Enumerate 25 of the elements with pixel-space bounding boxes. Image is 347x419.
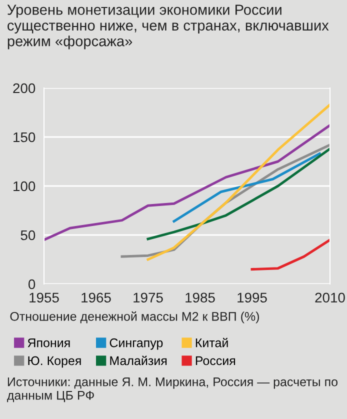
x-tick-label: 1965 [82, 292, 111, 303]
legend-label: Ю. Корея [28, 356, 81, 368]
legend-label: Малайзия [110, 356, 167, 366]
legend-label: Китай [196, 338, 228, 348]
chart-title: Уровень монетизации экономики России существенно ниже, чем в странах, включавших режим «форсажа» [7, 4, 329, 50]
line-series [146, 148, 330, 240]
line-series [44, 124, 330, 242]
y-tick-label: 150 [14, 132, 36, 142]
line-series [172, 152, 321, 223]
x-tick-label: 1975 [134, 292, 163, 303]
line-series [250, 238, 330, 271]
line-series [146, 103, 330, 261]
x-axis-title: Отношение денежной массы М2 к ВВП (%) [10, 311, 259, 324]
legend-label: Россия [196, 356, 236, 366]
x-tick-label: 1985 [186, 292, 215, 303]
x-tick-label: 2010 [315, 292, 345, 303]
x-tick-label: 1995 [238, 292, 267, 303]
y-tick-label: 0 [28, 279, 36, 290]
y-tick-label: 50 [20, 230, 36, 240]
y-tick-label: 100 [14, 181, 36, 192]
legend-label: Япония [28, 338, 70, 348]
y-tick-label: 200 [13, 83, 36, 94]
text: Источники: данные Я. М. Миркина, Россия — расчеты по данным ЦБ РФ [7, 378, 338, 402]
x-tick-label: 1955 [30, 292, 59, 303]
legend-label: Сингапур [110, 338, 163, 350]
